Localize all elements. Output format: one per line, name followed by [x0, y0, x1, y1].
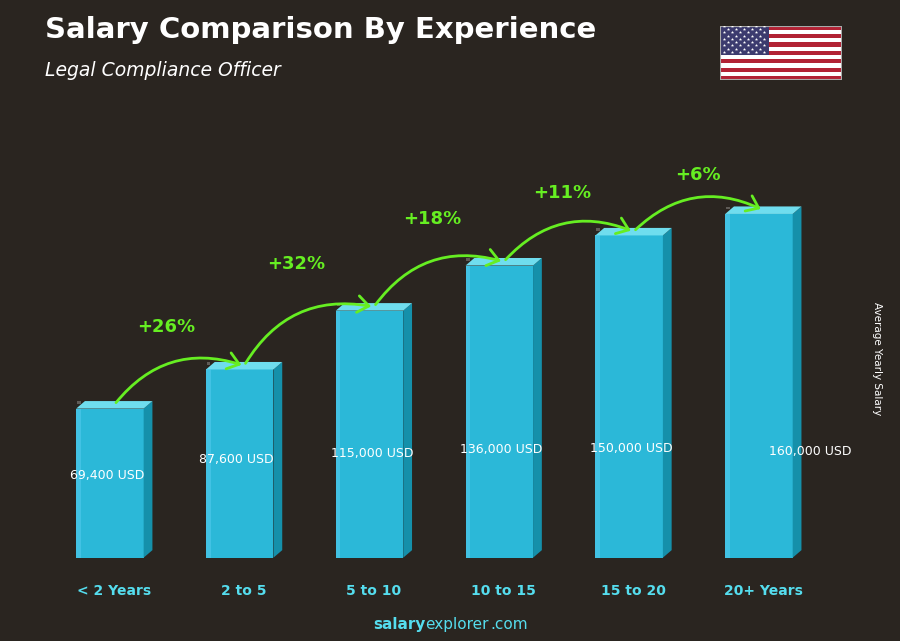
Text: .com: .com: [491, 617, 528, 633]
Text: salary: salary: [374, 617, 426, 633]
Text: 150,000 USD: 150,000 USD: [590, 442, 673, 454]
Bar: [720, 63, 842, 67]
Bar: [720, 67, 842, 72]
Text: +32%: +32%: [267, 255, 325, 273]
Bar: [725, 214, 730, 558]
Text: < 2 Years: < 2 Years: [77, 583, 151, 597]
Polygon shape: [77, 401, 80, 404]
Polygon shape: [466, 258, 470, 261]
Text: +6%: +6%: [676, 167, 721, 185]
Bar: [720, 59, 842, 63]
Polygon shape: [76, 401, 152, 408]
Bar: [720, 76, 842, 80]
Text: 5 to 10: 5 to 10: [346, 583, 401, 597]
Bar: [336, 311, 340, 558]
Polygon shape: [597, 228, 599, 231]
Bar: [720, 72, 842, 76]
Bar: [720, 38, 842, 42]
Text: 20+ Years: 20+ Years: [724, 583, 803, 597]
Polygon shape: [726, 207, 730, 210]
Polygon shape: [336, 303, 412, 311]
Polygon shape: [793, 206, 802, 558]
Polygon shape: [533, 258, 542, 558]
Polygon shape: [337, 303, 340, 306]
FancyArrowPatch shape: [375, 249, 499, 304]
Bar: [720, 51, 842, 55]
Text: 87,600 USD: 87,600 USD: [200, 453, 274, 466]
Polygon shape: [596, 228, 671, 235]
Text: 2 to 5: 2 to 5: [221, 583, 266, 597]
Bar: [720, 26, 842, 30]
Bar: [725, 214, 793, 558]
Polygon shape: [274, 362, 283, 558]
Polygon shape: [207, 362, 211, 365]
Polygon shape: [663, 228, 671, 558]
Bar: [720, 26, 769, 55]
Text: Legal Compliance Officer: Legal Compliance Officer: [45, 61, 281, 80]
Text: 115,000 USD: 115,000 USD: [330, 447, 413, 460]
Polygon shape: [465, 258, 542, 265]
Bar: [336, 311, 403, 558]
Text: +26%: +26%: [137, 318, 195, 336]
Bar: [206, 369, 211, 558]
Polygon shape: [403, 303, 412, 558]
Text: +18%: +18%: [403, 210, 462, 228]
Bar: [596, 235, 600, 558]
Text: 15 to 20: 15 to 20: [601, 583, 666, 597]
Bar: [720, 55, 842, 59]
Bar: [720, 34, 842, 38]
Text: +11%: +11%: [533, 184, 591, 202]
Bar: [76, 408, 81, 558]
Text: 69,400 USD: 69,400 USD: [69, 469, 144, 482]
Bar: [720, 42, 842, 47]
Bar: [76, 408, 144, 558]
Text: Average Yearly Salary: Average Yearly Salary: [872, 303, 883, 415]
Polygon shape: [725, 206, 802, 214]
FancyArrowPatch shape: [246, 296, 369, 363]
FancyArrowPatch shape: [635, 196, 759, 229]
Text: 10 to 15: 10 to 15: [472, 583, 536, 597]
Bar: [465, 265, 533, 558]
FancyArrowPatch shape: [116, 353, 239, 403]
Polygon shape: [206, 362, 283, 369]
Bar: [720, 47, 842, 51]
Text: Salary Comparison By Experience: Salary Comparison By Experience: [45, 16, 596, 44]
Polygon shape: [144, 401, 152, 558]
Bar: [720, 30, 842, 34]
Text: 136,000 USD: 136,000 USD: [461, 443, 543, 456]
Bar: [206, 369, 274, 558]
Text: 160,000 USD: 160,000 USD: [770, 445, 851, 458]
FancyArrowPatch shape: [506, 218, 629, 260]
Text: explorer: explorer: [425, 617, 489, 633]
Bar: [465, 265, 471, 558]
Bar: [596, 235, 663, 558]
